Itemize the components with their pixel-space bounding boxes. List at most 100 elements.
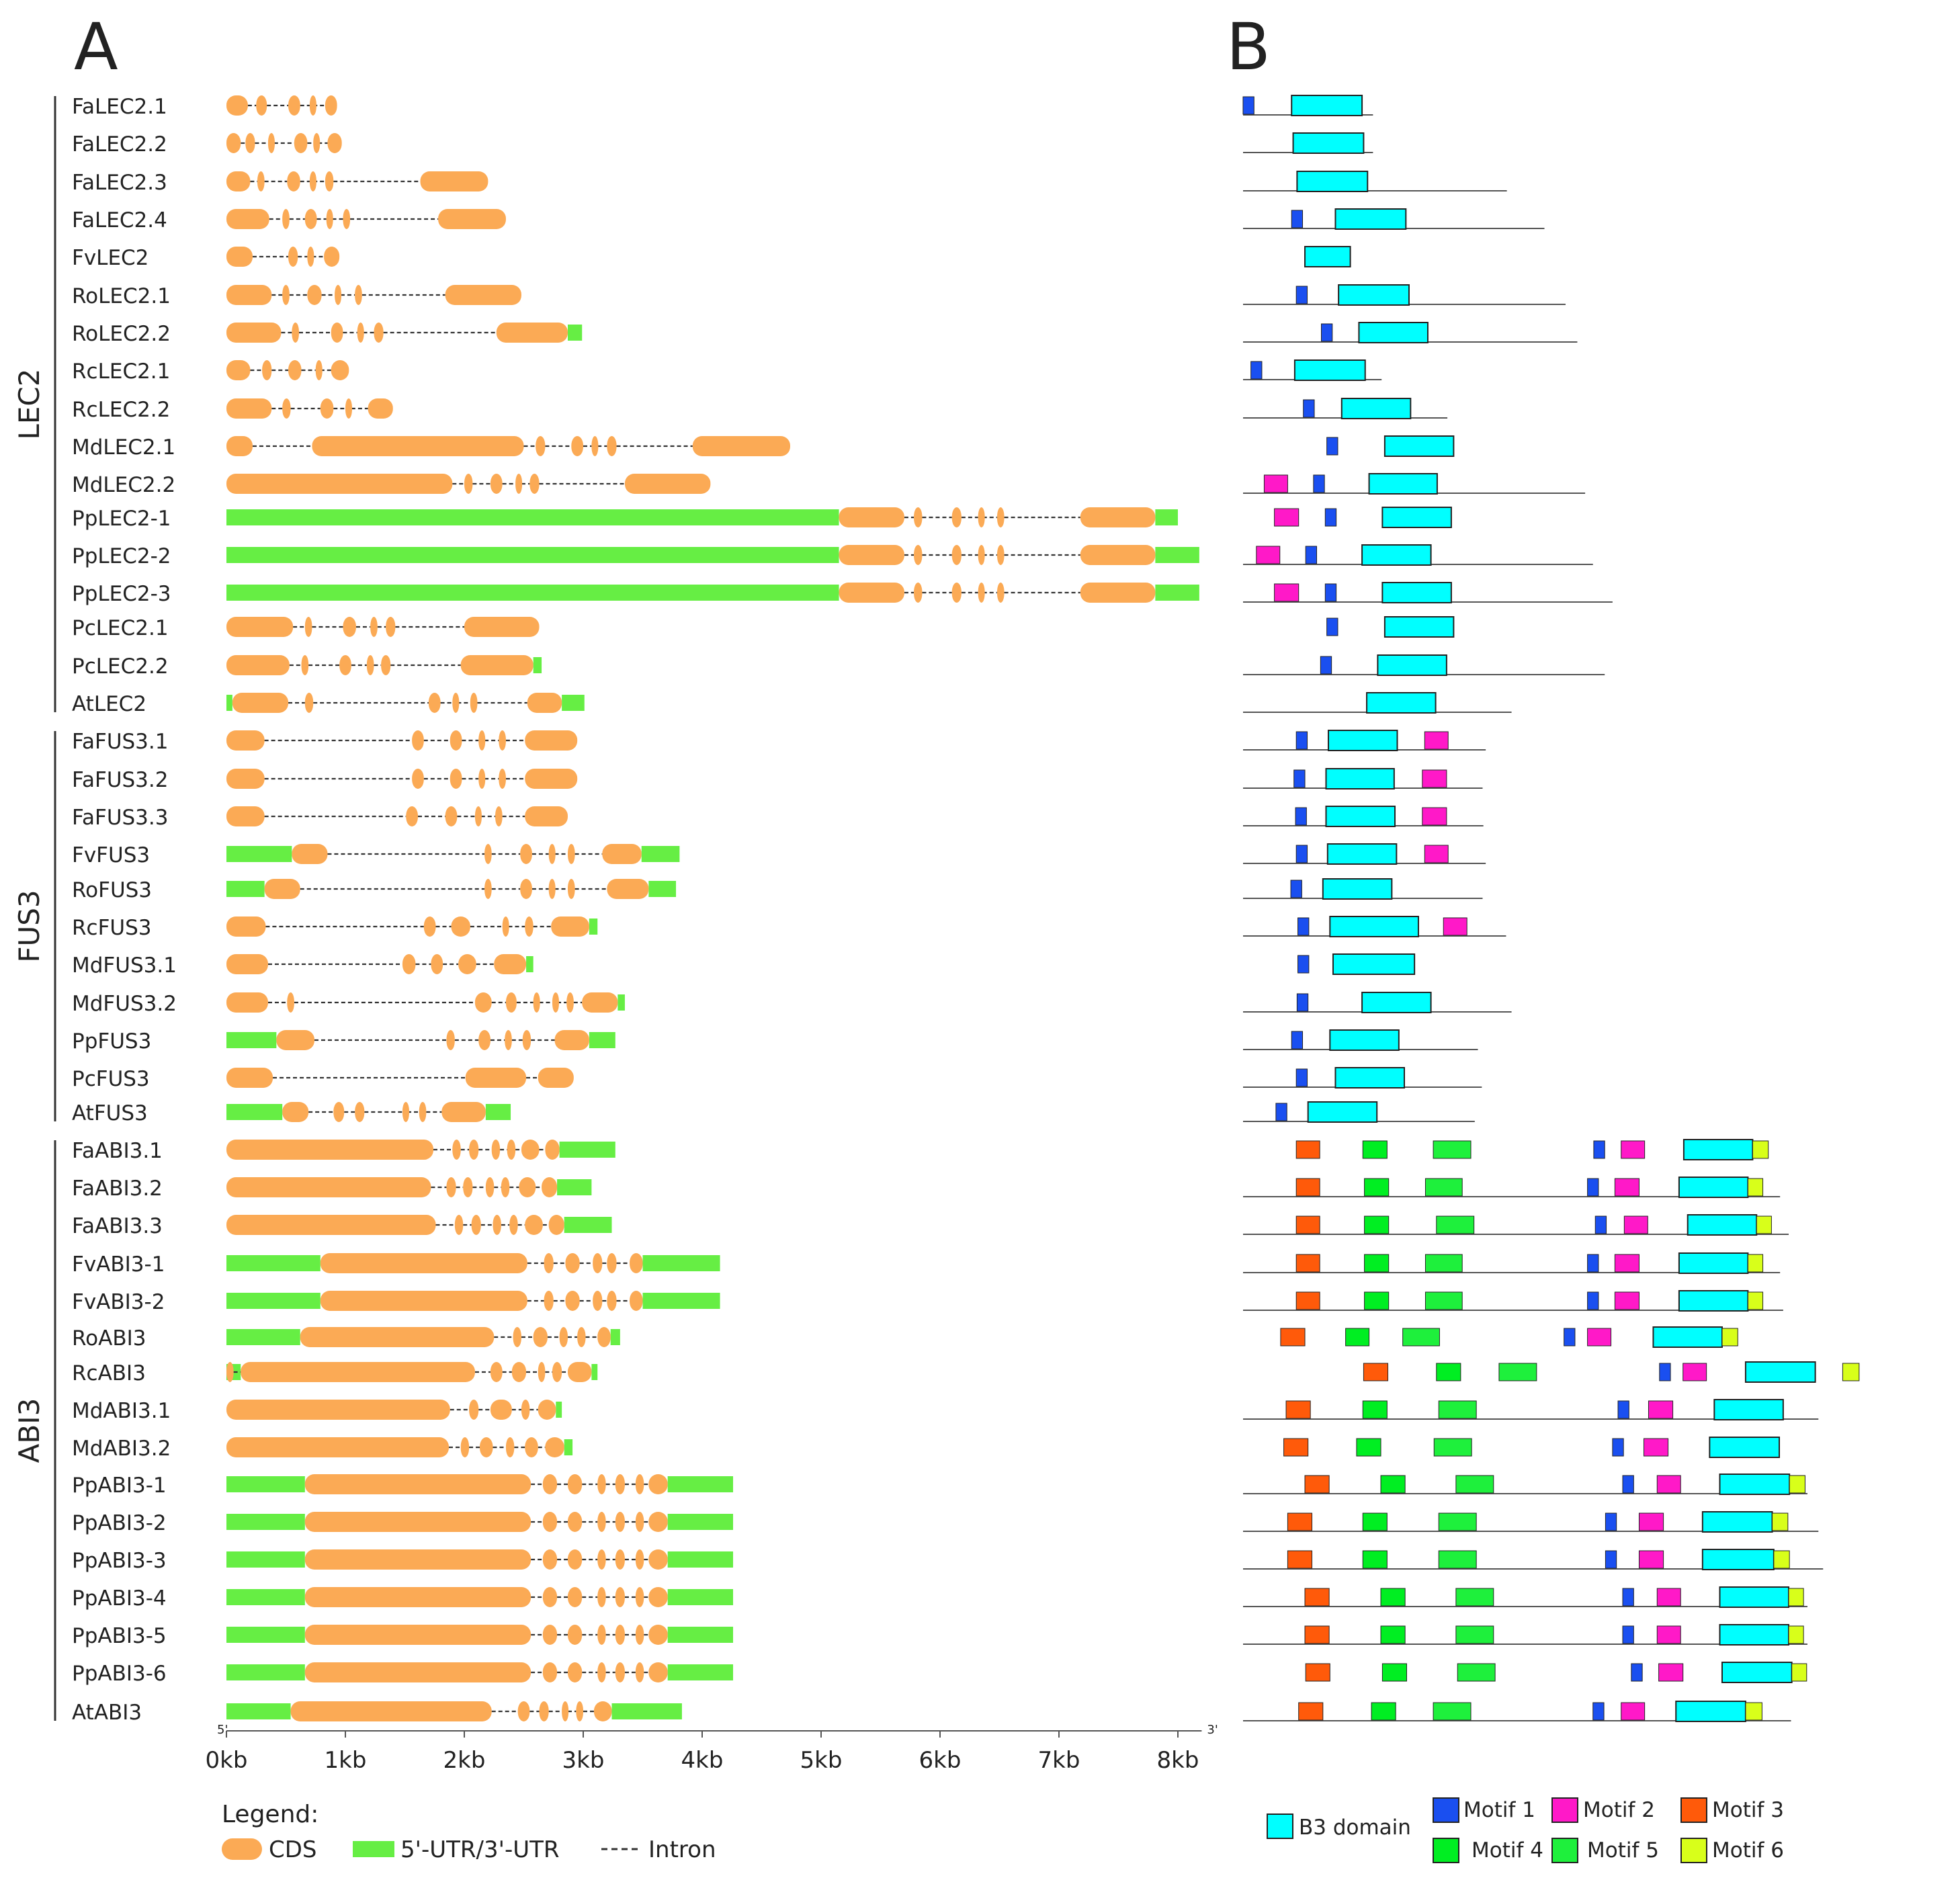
cds-exon bbox=[545, 1140, 560, 1160]
motif-box bbox=[1297, 955, 1310, 974]
legend-intron-label: Intron bbox=[648, 1836, 716, 1863]
motif-box bbox=[1380, 1588, 1406, 1607]
utr-5prime bbox=[226, 1293, 321, 1309]
cds-exon bbox=[495, 806, 503, 826]
protein-row bbox=[1243, 768, 1483, 789]
cds-exon bbox=[343, 617, 356, 637]
motif-box bbox=[1621, 1140, 1646, 1159]
motif-box bbox=[1631, 1663, 1643, 1682]
gene-label: PcLEC2.2 bbox=[72, 654, 169, 679]
protein-row bbox=[1243, 582, 1613, 603]
protein-row bbox=[1280, 1326, 1738, 1348]
motif-box bbox=[1648, 1400, 1674, 1419]
cds-exon bbox=[226, 171, 251, 191]
cds-exon bbox=[438, 209, 506, 229]
protein-row bbox=[1243, 1399, 1819, 1420]
cds-exon bbox=[567, 1549, 583, 1570]
utr-5prime bbox=[226, 1703, 291, 1719]
cds-exon bbox=[914, 507, 923, 527]
legend-motif6-label: Motif 6 bbox=[1712, 1838, 1784, 1863]
gene-label: RoABI3 bbox=[72, 1326, 146, 1351]
cds-exon bbox=[343, 209, 351, 229]
cds-exon bbox=[325, 171, 334, 191]
cds-exon bbox=[368, 398, 393, 419]
cds-exon bbox=[511, 1362, 527, 1382]
utr-3prime bbox=[1155, 509, 1178, 525]
cds-exon bbox=[648, 1662, 668, 1682]
cds-exon bbox=[552, 992, 559, 1013]
cds-exon bbox=[226, 992, 268, 1013]
protein-row bbox=[1242, 95, 1373, 116]
gene-structure-row bbox=[226, 507, 1178, 527]
axis-tick-label: 0kb bbox=[206, 1747, 248, 1774]
motif-box bbox=[1298, 1702, 1324, 1721]
utr-3prime bbox=[667, 1514, 734, 1530]
b3-domain-box bbox=[1719, 1586, 1790, 1608]
utr-3prime bbox=[559, 1142, 615, 1158]
gene-structure-row bbox=[226, 1068, 574, 1088]
cds-exon bbox=[282, 1102, 309, 1122]
gene-label: RoLEC2.1 bbox=[72, 284, 171, 308]
cds-exon bbox=[331, 323, 343, 343]
cds-exon bbox=[591, 436, 599, 456]
cds-exon bbox=[267, 133, 275, 153]
motif-box bbox=[1789, 1475, 1805, 1494]
cds-exon bbox=[327, 133, 342, 153]
utr-5prime bbox=[226, 1255, 321, 1271]
protein-row bbox=[1243, 1624, 1807, 1646]
cds-exon bbox=[525, 806, 568, 826]
cds-exon bbox=[419, 1102, 427, 1122]
protein-row bbox=[1243, 1177, 1781, 1198]
cds-exon bbox=[292, 844, 328, 864]
cds-exon bbox=[288, 95, 300, 116]
cds-exon bbox=[635, 1625, 644, 1645]
motif-box bbox=[1402, 1328, 1440, 1347]
cds-exon bbox=[256, 95, 267, 116]
cds-exon bbox=[1080, 545, 1156, 565]
kb-axis: 0kb 1kb 2kb 3kb 4kb 5kb 6kb 7kb 8kb 5' 3' bbox=[206, 1723, 1218, 1774]
legend-motif1-swatch bbox=[1433, 1797, 1459, 1823]
legend-cds-label: CDS bbox=[269, 1836, 317, 1863]
cds-exon bbox=[839, 583, 904, 603]
cds-exon bbox=[565, 1291, 580, 1311]
b3-domain-box bbox=[1325, 806, 1396, 827]
gene-label: FaFUS3.2 bbox=[72, 768, 168, 792]
gene-label: MdABI3.1 bbox=[72, 1399, 171, 1423]
motif-box bbox=[1433, 1438, 1472, 1457]
motif-box bbox=[1772, 1512, 1789, 1531]
cds-exon bbox=[402, 954, 416, 974]
cds-exon bbox=[542, 1587, 558, 1607]
motif-box bbox=[1433, 1140, 1472, 1159]
motif-box bbox=[1295, 807, 1307, 826]
legend-motif3-label: Motif 3 bbox=[1712, 1798, 1784, 1822]
cds-exon bbox=[465, 1068, 527, 1088]
gene-label: FaLEC2.4 bbox=[72, 208, 167, 232]
cds-exon bbox=[463, 1177, 473, 1197]
cds-exon bbox=[593, 1291, 603, 1311]
gene-label: RcABI3 bbox=[72, 1361, 146, 1385]
protein-row bbox=[1274, 507, 1452, 528]
motif-box bbox=[1291, 1031, 1304, 1050]
cds-exon bbox=[538, 1362, 546, 1382]
cds-exon bbox=[582, 992, 618, 1013]
cds-exon bbox=[542, 1549, 558, 1570]
cds-exon bbox=[402, 1102, 409, 1122]
cds-exon bbox=[304, 1662, 531, 1682]
motif-box bbox=[1295, 845, 1308, 863]
protein-row bbox=[1326, 435, 1455, 457]
motif-box bbox=[1371, 1702, 1396, 1721]
protein-row bbox=[1243, 1029, 1478, 1051]
protein-row bbox=[1243, 1549, 1824, 1570]
cds-exon bbox=[445, 806, 458, 826]
cds-exon bbox=[567, 879, 575, 899]
b3-domain-box bbox=[1383, 435, 1455, 457]
b3-domain-box bbox=[1338, 284, 1410, 306]
utr-3prime bbox=[667, 1476, 734, 1492]
motif-box bbox=[1612, 1438, 1624, 1457]
motif-box bbox=[1605, 1550, 1617, 1569]
motif-box bbox=[1788, 1588, 1804, 1607]
motif-box bbox=[1295, 1254, 1320, 1273]
cds-exon bbox=[597, 1512, 606, 1532]
gene-label: MdLEC2.1 bbox=[72, 435, 175, 460]
cds-exon bbox=[464, 474, 473, 494]
